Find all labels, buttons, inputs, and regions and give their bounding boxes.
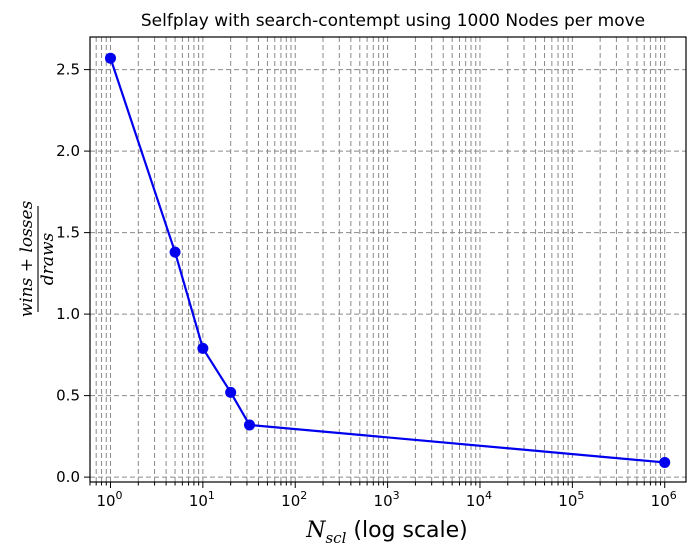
x-tick-label-base: 10 xyxy=(96,492,115,510)
data-point xyxy=(225,386,237,398)
x-tick-label-exponent: 6 xyxy=(670,489,677,502)
x-tick-label-exponent: 1 xyxy=(208,489,215,502)
x-tick-label: 106 xyxy=(651,489,677,510)
chart-title: Selfplay with search-contempt using 1000… xyxy=(141,11,645,31)
x-tick-label-exponent: 0 xyxy=(116,489,123,502)
grid xyxy=(89,37,686,482)
series-layer xyxy=(104,52,671,468)
y-tick-label: 1.5 xyxy=(56,224,80,242)
data-point xyxy=(244,419,256,431)
y-tick-label: 1.0 xyxy=(56,305,80,323)
x-tick-label-base: 10 xyxy=(374,492,393,510)
x-tick-label-exponent: 2 xyxy=(300,489,307,502)
x-axis-label: Nscl (log scale) xyxy=(305,518,468,547)
x-tick-label-base: 10 xyxy=(651,492,670,510)
x-axis-label-main: N xyxy=(305,518,326,543)
x-axis-label-suffix: (log scale) xyxy=(346,518,467,543)
x-tick-label-base: 10 xyxy=(466,492,485,510)
x-tick-label-exponent: 5 xyxy=(577,489,584,502)
x-tick-label: 103 xyxy=(374,489,400,510)
x-tick-label: 104 xyxy=(466,489,492,510)
series-line xyxy=(109,57,665,464)
y-tick-label: 2.0 xyxy=(56,142,80,160)
y-axis-label-numerator: wins + losses xyxy=(17,200,37,317)
x-tick-label: 100 xyxy=(96,489,122,510)
y-tick-label: 2.5 xyxy=(56,61,80,79)
x-tick-label-base: 10 xyxy=(189,492,208,510)
y-tick-label: 0.5 xyxy=(56,387,80,405)
x-tick-label-exponent: 3 xyxy=(393,489,400,502)
x-tick-label-base: 10 xyxy=(558,492,577,510)
x-tick-label-base: 10 xyxy=(281,492,300,510)
data-point xyxy=(169,246,181,258)
y-tick-label: 0.0 xyxy=(56,468,80,486)
x-tick-label-exponent: 4 xyxy=(485,489,492,502)
x-tick-label: 101 xyxy=(189,489,215,510)
x-tick-label: 105 xyxy=(558,489,584,510)
x-axis-label-subscript: scl xyxy=(325,529,346,547)
data-point xyxy=(104,52,116,64)
x-axis-ticks: 100 101 102 103 104 105 106 xyxy=(89,482,677,510)
data-point xyxy=(197,342,209,354)
y-axis-label: wins + losses draws xyxy=(17,200,58,317)
y-axis-label-denominator: draws xyxy=(38,233,58,286)
data-point xyxy=(659,456,671,468)
x-tick-label: 102 xyxy=(281,489,307,510)
y-axis-ticks: 0.0 0.5 1.0 1.5 2.0 2.5 xyxy=(56,61,90,486)
